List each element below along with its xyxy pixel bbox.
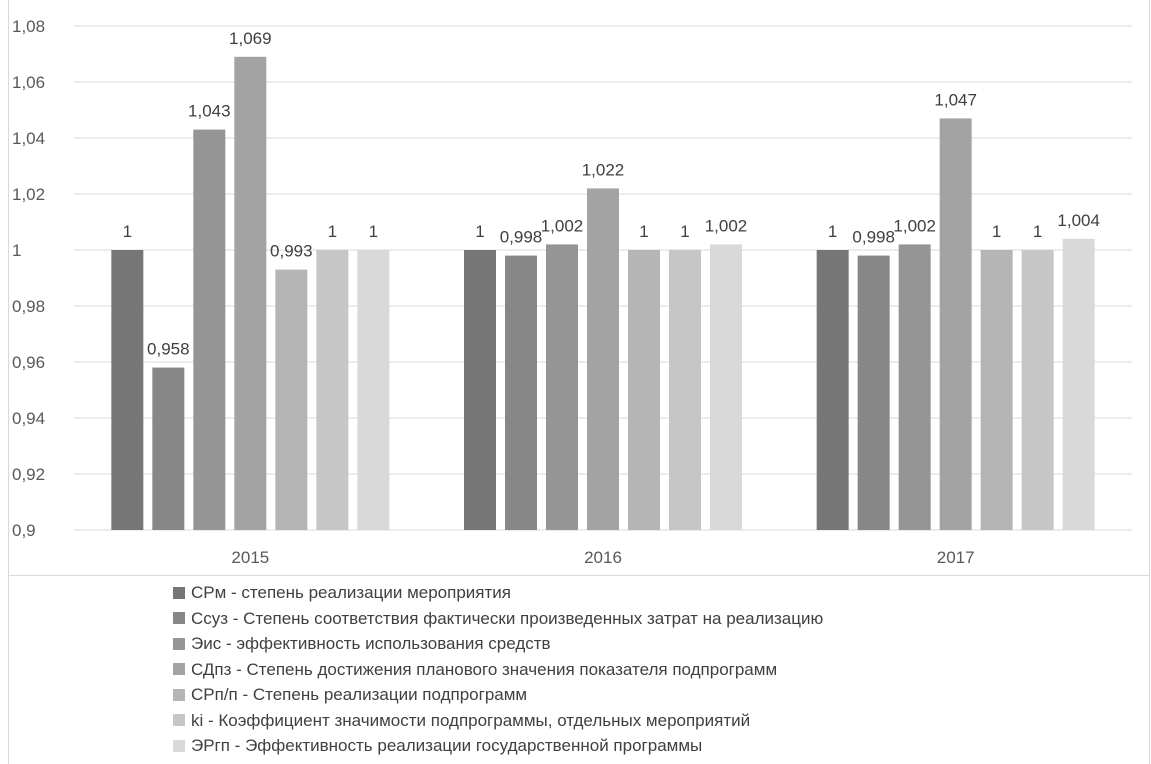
legend-item: СДпз - Степень достижения планового знач… (173, 657, 823, 683)
data-label: 0,998 (500, 228, 543, 247)
data-label: 1 (369, 222, 378, 241)
bar (316, 250, 349, 530)
bar (357, 250, 390, 530)
x-tick-label: 2015 (231, 548, 269, 567)
data-label: 0,993 (270, 242, 313, 261)
data-label: 1,047 (934, 90, 977, 109)
data-label: 1,004 (1057, 211, 1100, 230)
bar (816, 250, 849, 530)
bar (234, 56, 267, 531)
data-label: 1,022 (582, 160, 625, 179)
data-label: 1,002 (541, 216, 584, 235)
legend-label: СРм - степень реализации мероприятия (191, 583, 511, 602)
legend-label: ЭРгп - Эффективность реализации государс… (191, 736, 703, 755)
bar (1021, 250, 1054, 530)
bar (1062, 238, 1095, 531)
data-label: 1 (475, 222, 484, 241)
legend: СРм - степень реализации мероприятия Ссуз… (173, 580, 823, 759)
legend-item: Эис - эффективность использования средст… (173, 631, 823, 657)
bar (628, 250, 660, 530)
data-label: 1 (828, 222, 837, 241)
data-label: 1 (680, 222, 689, 241)
bar (898, 244, 931, 530)
y-tick-label: 0,98 (12, 297, 45, 316)
legend-item: ЭРгп - Эффективность реализации государс… (173, 733, 823, 759)
bar (669, 250, 701, 530)
legend-label: ki - Коэффициент значимости подпрограммы… (191, 710, 751, 730)
bar (193, 129, 226, 530)
y-tick-label: 0,92 (12, 465, 45, 484)
legend-label: СДпз - Степень достижения планового знач… (191, 659, 778, 679)
legend-item: СРм - степень реализации мероприятия (173, 580, 823, 606)
y-tick-label: 1 (12, 241, 21, 260)
data-label: 1 (328, 222, 337, 241)
bar (546, 244, 578, 530)
y-tick-label: 0,96 (12, 353, 45, 372)
bar (857, 255, 890, 530)
legend-swatch (173, 739, 185, 752)
data-label: 0,998 (852, 228, 895, 247)
x-tick-label: 2017 (937, 548, 975, 567)
data-label: 1,002 (893, 216, 936, 235)
data-label: 1 (639, 222, 648, 241)
bar (275, 269, 308, 530)
chart-frame (8, 0, 1150, 764)
bar (587, 188, 619, 530)
legend-swatch (173, 714, 185, 727)
legend-swatch (173, 612, 185, 625)
bar (111, 250, 144, 530)
legend-item: СРп/п - Степень реализации подпрограмм (173, 682, 823, 708)
legend-swatch (173, 637, 185, 650)
legend-label: Ссуз - Степень соответствия фактически п… (191, 608, 824, 628)
y-tick-label: 0,94 (12, 409, 45, 428)
data-label: 1,043 (188, 102, 231, 121)
y-tick-label: 0,9 (12, 521, 36, 540)
bar (710, 244, 742, 530)
legend-item: Ссуз - Степень соответствия фактически п… (173, 606, 823, 632)
legend-divider (9, 575, 1149, 576)
legend-label: Эис - эффективность использования средст… (191, 634, 551, 653)
chart-plot: 0,9 0,92 0,94 0,96 0,98 1 1,02 1,04 1,06 1,08 1 0,9… (12, 17, 1132, 567)
y-tick-label: 1,02 (12, 185, 45, 204)
data-label: 1 (123, 222, 132, 241)
y-tick-label: 1,08 (12, 17, 45, 36)
data-label: 1,069 (229, 29, 272, 48)
legend-item: ki - Коэффициент значимости подпрограммы… (173, 708, 823, 734)
legend-swatch (173, 663, 185, 676)
legend-swatch (173, 688, 185, 701)
bar (980, 250, 1013, 530)
data-label: 0,958 (147, 340, 190, 359)
y-tick-label: 1,06 (12, 73, 45, 92)
legend-label: СРп/п - Степень реализации подпрограмм (191, 685, 528, 704)
data-label: 1 (1033, 222, 1042, 241)
data-label: 1 (992, 222, 1001, 241)
legend-swatch (173, 586, 185, 599)
bar (939, 118, 972, 531)
bar (505, 255, 537, 530)
y-tick-label: 1,04 (12, 129, 45, 148)
data-label: 1,002 (705, 216, 748, 235)
x-tick-label: 2016 (584, 548, 622, 567)
bar (152, 367, 185, 530)
bar (464, 250, 496, 530)
